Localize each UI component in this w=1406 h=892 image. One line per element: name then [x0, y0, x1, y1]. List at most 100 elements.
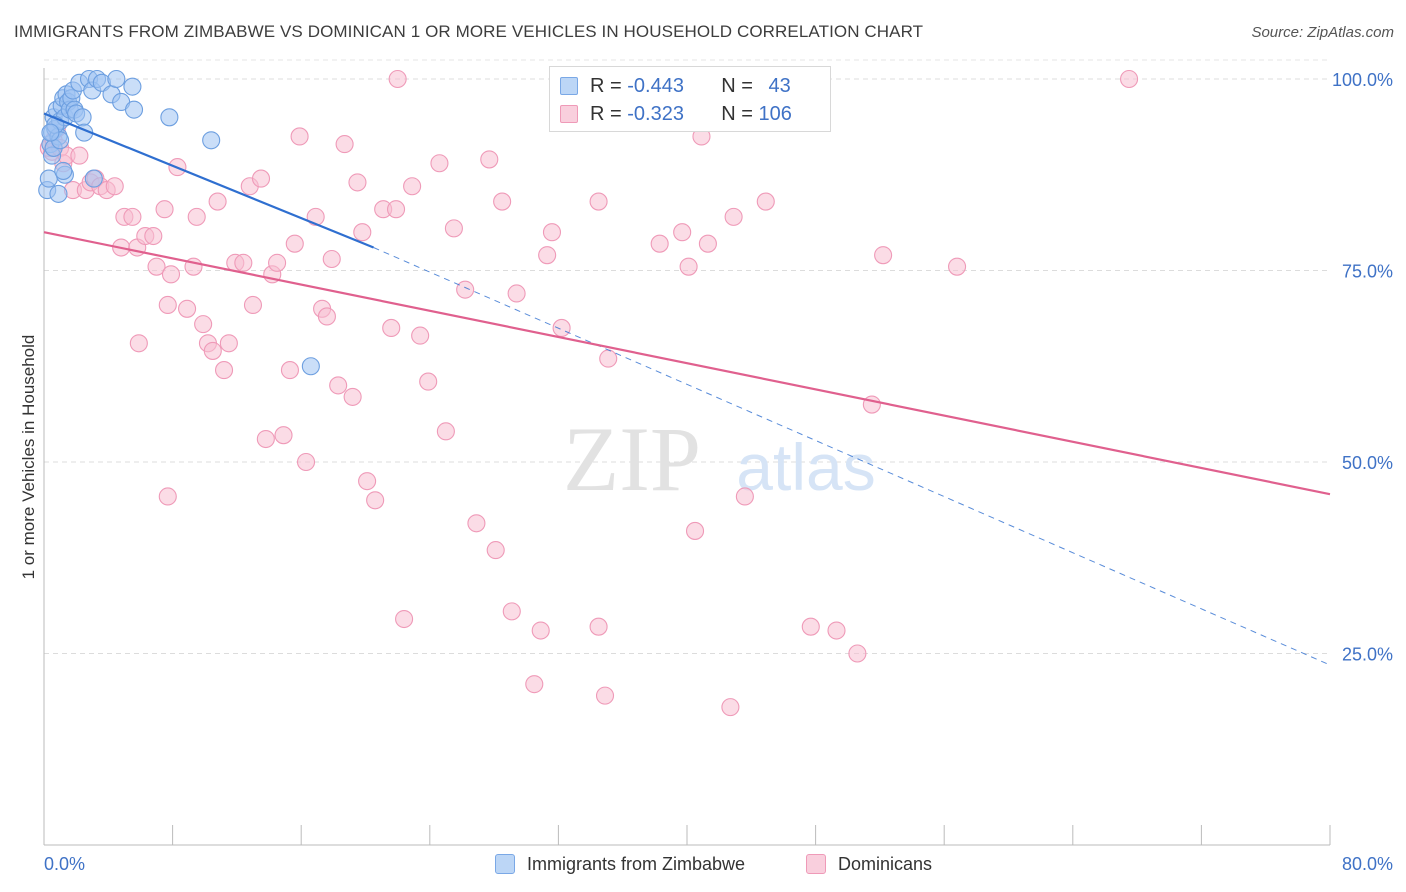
legend-r-label: R =: [590, 102, 622, 125]
point-dominicans: [194, 315, 213, 334]
point-dominicans: [538, 246, 557, 265]
point-dominicans: [848, 644, 867, 663]
point-dominicans: [366, 491, 385, 510]
legend-swatch-blue: [495, 854, 515, 874]
point-dominicans: [388, 69, 407, 89]
point-dominicans: [531, 621, 550, 640]
point-zimbabwe: [202, 131, 221, 150]
correlation-legend: R = -0.443 N = 43 R = -0.323 N = 106: [549, 66, 831, 132]
point-dominicans: [589, 192, 608, 211]
point-dominicans: [219, 334, 238, 353]
point-dominicans: [552, 318, 571, 338]
point-dominicans: [214, 361, 234, 380]
point-dominicans: [502, 602, 521, 621]
legend-label-zimbabwe: Immigrants from Zimbabwe: [527, 853, 746, 874]
point-dominicans: [70, 146, 89, 165]
y-tick-label: 50.0%: [1342, 453, 1393, 473]
point-dominicans: [123, 207, 142, 226]
point-zimbabwe: [54, 161, 73, 180]
point-dominicans: [329, 376, 348, 395]
legend-n-label: N =: [721, 102, 753, 125]
point-dominicans: [948, 257, 967, 276]
point-zimbabwe: [41, 123, 60, 142]
legend-n-label: N =: [721, 74, 753, 97]
point-dominicans: [208, 192, 227, 211]
trend-line-zimbabwe-extension: [373, 247, 1331, 666]
point-dominicans: [507, 284, 526, 303]
x-tick-label: 80.0%: [1342, 854, 1393, 874]
trend-line-zimbabwe: [43, 112, 374, 249]
point-zimbabwe: [107, 69, 126, 89]
point-dominicans: [155, 200, 174, 219]
point-dominicans: [673, 223, 692, 242]
point-dominicans: [411, 326, 430, 345]
source-label: Source: ZipAtlas.com: [1251, 24, 1394, 41]
trend-lines: [43, 112, 1331, 666]
point-dominicans: [251, 169, 271, 188]
point-dominicans: [105, 177, 124, 196]
point-dominicans: [595, 686, 615, 705]
point-dominicans: [436, 422, 455, 441]
point-zimbabwe: [73, 108, 92, 127]
point-dominicans: [243, 295, 263, 315]
point-dominicans: [480, 150, 499, 169]
point-dominicans: [679, 257, 698, 276]
point-dominicans: [290, 127, 309, 146]
point-dominicans: [403, 177, 422, 196]
point-dominicans: [589, 617, 608, 636]
legend-label-dominicans: Dominicans: [838, 853, 933, 874]
point-dominicans: [525, 675, 544, 694]
chart-title: IMMIGRANTS FROM ZIMBABWE VS DOMINICAN 1 …: [14, 22, 924, 41]
point-dominicans: [395, 609, 414, 629]
point-dominicans: [756, 192, 775, 211]
point-dominicans: [724, 207, 743, 226]
point-dominicans: [274, 426, 293, 445]
point-dominicans: [493, 192, 512, 211]
legend-n-value: 106: [758, 102, 792, 125]
point-dominicans: [1120, 69, 1139, 89]
legend-item-dominicans[interactable]: Dominicans: [806, 852, 932, 876]
point-zimbabwe: [123, 77, 142, 96]
legend-item-zimbabwe[interactable]: Immigrants from Zimbabwe: [495, 852, 745, 876]
point-dominicans: [147, 257, 166, 276]
point-dominicans: [542, 223, 562, 242]
point-dominicans: [382, 318, 401, 338]
point-dominicans: [386, 200, 406, 219]
point-dominicans: [650, 234, 669, 253]
legend-r-label: R =: [590, 74, 622, 97]
point-dominicans: [317, 307, 336, 326]
point-dominicans: [285, 234, 304, 253]
point-zimbabwe: [301, 357, 320, 376]
point-dominicans: [203, 341, 222, 360]
point-dominicans: [353, 223, 372, 242]
point-dominicans: [358, 472, 377, 491]
point-dominicans: [599, 349, 618, 368]
series-zimbabwe: [38, 69, 320, 376]
point-dominicans: [801, 617, 820, 636]
watermark-zip: ZIP: [563, 408, 701, 510]
grid-lines: [44, 59, 1330, 654]
point-dominicans: [256, 429, 275, 449]
point-dominicans: [280, 361, 299, 380]
legend-swatch-blue: [560, 77, 578, 95]
point-dominicans: [486, 541, 505, 560]
point-dominicans: [721, 698, 740, 717]
point-dominicans: [456, 280, 475, 299]
point-dominicans: [178, 299, 197, 318]
legend-row-dominicans: R = -0.323 N = 106: [560, 101, 792, 127]
point-zimbabwe: [160, 108, 179, 127]
point-dominicans: [129, 334, 148, 353]
point-dominicans: [158, 295, 177, 315]
y-axis-label: 1 or more Vehicles in Household: [19, 335, 38, 580]
point-dominicans: [444, 219, 463, 238]
legend-swatch-pink: [560, 105, 578, 123]
point-dominicans: [419, 372, 438, 391]
point-dominicans: [343, 387, 362, 406]
point-zimbabwe: [49, 184, 68, 203]
y-tick-label: 100.0%: [1332, 70, 1393, 90]
point-dominicans: [827, 621, 846, 640]
point-dominicans: [874, 246, 893, 265]
trend-line-dominicans: [43, 231, 1331, 496]
point-dominicans: [698, 234, 717, 253]
